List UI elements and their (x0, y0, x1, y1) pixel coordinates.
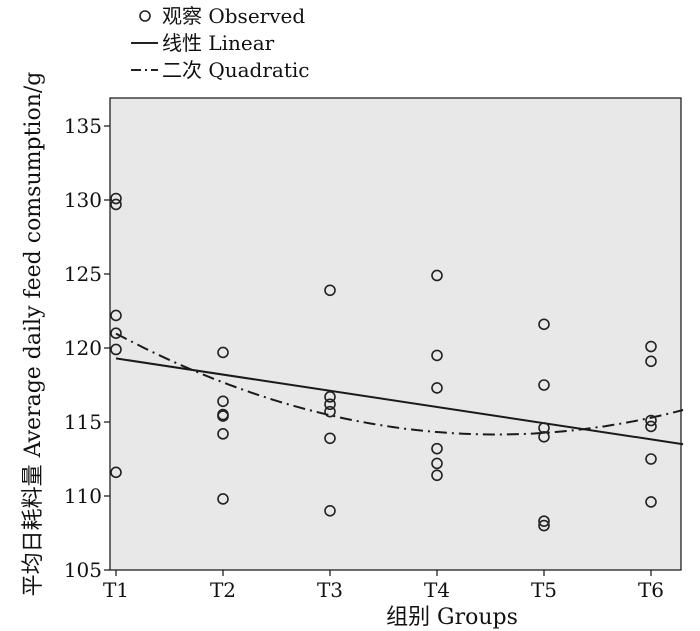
observed-point (110, 309, 122, 322)
observed-point (217, 395, 229, 408)
plot-area (109, 97, 682, 571)
observed-point (217, 428, 229, 440)
observed-point (324, 398, 336, 411)
x-tick-label: T2 (210, 578, 236, 602)
observed-point (431, 349, 443, 362)
observed-point (538, 318, 550, 331)
x-tick-label: T3 (317, 578, 343, 602)
observed-point (538, 430, 550, 443)
observed-point (431, 269, 443, 282)
observed-point (110, 192, 122, 205)
y-tick-label: 115 (64, 410, 102, 434)
legend-observed-label: 观察 Observed (162, 4, 305, 28)
y-axis: 105 110 115 120 125 130 135 (64, 114, 110, 582)
observed-point (324, 405, 336, 418)
observed-point (217, 493, 229, 505)
observed-point (324, 504, 336, 517)
observed-point (538, 422, 550, 434)
x-tick-label: T5 (531, 578, 557, 602)
observed-point (324, 432, 336, 445)
observed-point (538, 379, 550, 391)
observed-point (110, 466, 122, 479)
fit-lines (115, 332, 684, 446)
observed-point (324, 391, 336, 403)
y-tick-label: 105 (64, 558, 102, 582)
legend: 观察 Observed 线性 Linear 二次 Quadratic (131, 4, 309, 82)
y-tick-label: 135 (64, 114, 102, 138)
observed-point (110, 327, 122, 340)
observed-point (538, 519, 550, 532)
observed-point (431, 442, 443, 455)
observed-point (431, 457, 443, 470)
observed-point (645, 420, 657, 433)
x-tick-label: T1 (103, 578, 129, 602)
observed-point (217, 410, 229, 422)
observed-point (431, 382, 443, 394)
legend-linear-label: 线性 Linear (162, 31, 275, 55)
x-tick-label: T4 (424, 578, 450, 602)
y-tick-label: 110 (64, 484, 102, 508)
observed-point (431, 469, 443, 482)
linear-fit-line (115, 357, 684, 446)
y-axis-title: 平均日耗料量 Average daily feed comsumption/g (21, 72, 46, 597)
observed-points (110, 192, 657, 532)
observed-point (645, 340, 657, 353)
quadratic-fit-line (115, 332, 684, 436)
observed-point (324, 284, 336, 297)
observed-point (645, 453, 657, 465)
observed-point (645, 496, 657, 508)
observed-point (538, 515, 550, 527)
observed-point (110, 343, 122, 356)
legend-quadratic-label: 二次 Quadratic (162, 58, 309, 82)
y-tick-label: 130 (64, 188, 102, 212)
y-tick-label: 125 (64, 262, 102, 286)
x-tick-label: T6 (638, 578, 664, 602)
observed-point (110, 198, 122, 211)
observed-point (645, 414, 657, 427)
observed-point (217, 346, 229, 359)
observed-point (645, 355, 657, 368)
x-axis: T1 T2 T3 T4 T5 T6 (103, 570, 664, 602)
y-tick-label: 120 (64, 336, 102, 360)
legend-observed-marker (139, 10, 151, 22)
x-axis-title: 组别 Groups (386, 605, 518, 630)
